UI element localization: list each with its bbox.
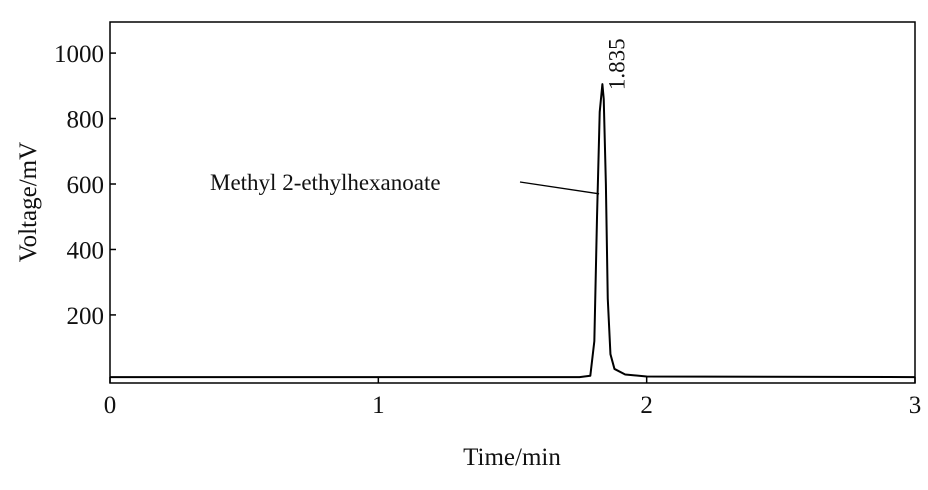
line-series xyxy=(110,83,916,379)
y-tick-label: 1000 xyxy=(54,41,104,68)
peak-label: 1.835 xyxy=(604,38,629,90)
x-tick-label: 1 xyxy=(372,392,385,419)
annotation: Methyl 2-ethylhexanoate xyxy=(210,170,441,195)
y-tick-label: 600 xyxy=(67,172,105,199)
x-tick-label: 2 xyxy=(640,392,653,419)
y-tick-label: 400 xyxy=(67,237,105,264)
y-axis-title: Voltage/mV xyxy=(15,142,42,262)
annotation-leader xyxy=(519,181,600,195)
x-axis-title: Time/min xyxy=(463,444,561,471)
x-tick-label: 3 xyxy=(909,392,922,419)
x-tick-label: 0 xyxy=(104,392,117,419)
y-tick-label: 800 xyxy=(67,107,105,134)
plot-frame xyxy=(109,21,916,384)
y-tick-label: 200 xyxy=(67,303,105,330)
